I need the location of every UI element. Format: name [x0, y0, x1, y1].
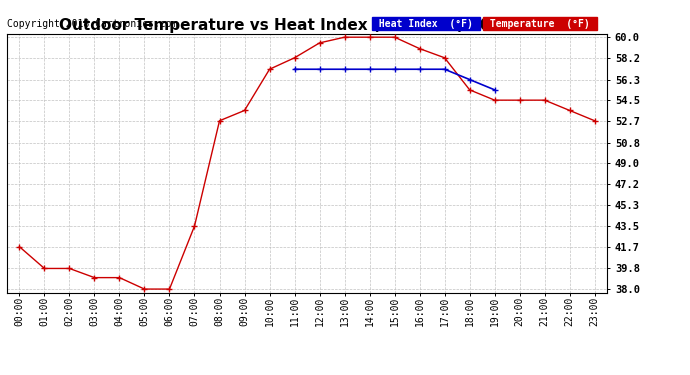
Text: Copyright 2018 Cartronics.com: Copyright 2018 Cartronics.com — [7, 19, 177, 28]
Text: Heat Index  (°F): Heat Index (°F) — [373, 19, 479, 28]
Title: Outdoor Temperature vs Heat Index (24 Hours) 20180423: Outdoor Temperature vs Heat Index (24 Ho… — [59, 18, 555, 33]
Text: Temperature  (°F): Temperature (°F) — [484, 19, 595, 28]
